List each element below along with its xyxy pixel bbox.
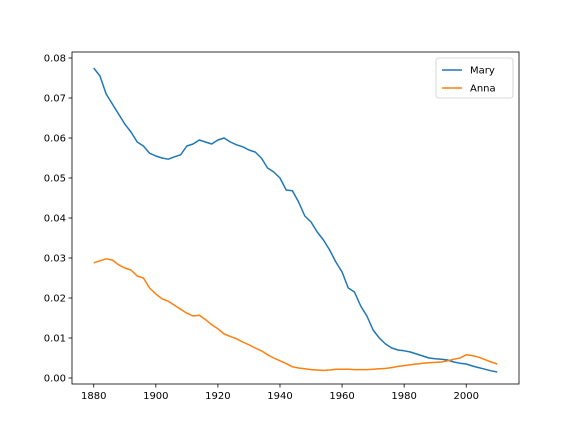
x-tick-label: 1900 — [143, 391, 168, 402]
y-tick-label: 0.05 — [44, 174, 66, 185]
y-tick-label: 0.07 — [44, 94, 66, 105]
y-tick-label: 0.00 — [44, 374, 66, 385]
legend-label-anna: Anna — [470, 84, 496, 95]
y-tick-label: 0.02 — [44, 294, 66, 305]
legend-label-mary: Mary — [470, 66, 495, 77]
y-tick-label: 0.06 — [44, 134, 66, 145]
axes-frame — [71, 51, 520, 385]
x-tick-label: 1980 — [391, 391, 416, 402]
y-tick-label: 0.03 — [44, 254, 66, 265]
y-tick-label: 0.08 — [44, 54, 66, 65]
legend: Mary Anna — [435, 57, 514, 99]
x-axis: 1880 1900 1920 1940 1960 1980 2000 — [81, 384, 479, 402]
y-tick-label: 0.04 — [44, 214, 66, 225]
x-tick-label: 1920 — [205, 391, 230, 402]
y-tick-label: 0.01 — [44, 334, 66, 345]
plot-lines — [93, 67, 498, 373]
x-tick-label: 2000 — [454, 391, 479, 402]
x-tick-label: 1960 — [329, 391, 354, 402]
x-tick-label: 1880 — [81, 391, 106, 402]
x-tick-label: 1940 — [267, 391, 292, 402]
series-line-mary — [93, 67, 498, 373]
y-axis: 0.00 0.01 0.02 0.03 0.04 0.05 0.06 0.07 0.08 — [44, 54, 72, 385]
series-line-anna — [93, 258, 498, 372]
